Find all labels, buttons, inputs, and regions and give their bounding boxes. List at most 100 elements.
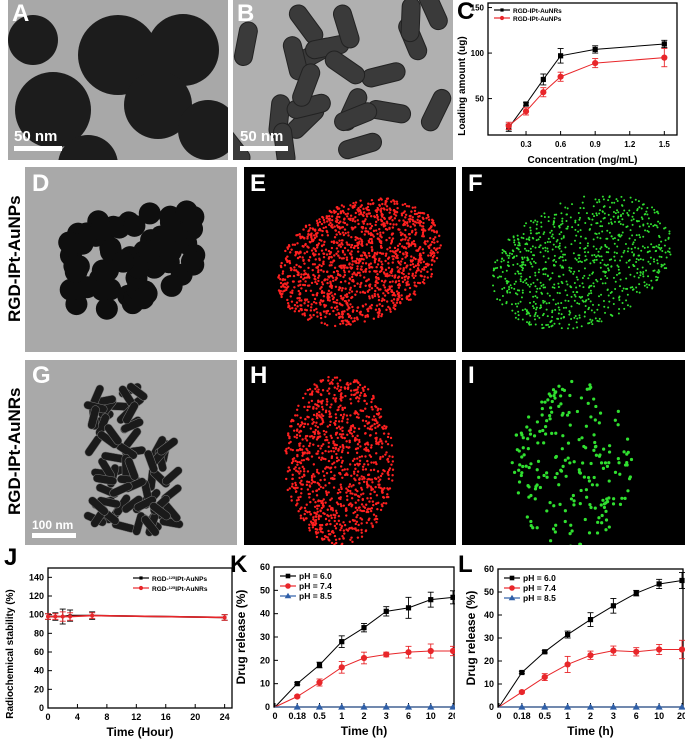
element-signal-dot <box>393 217 397 220</box>
element-signal-dot <box>355 261 358 265</box>
element-signal-dot <box>607 269 610 272</box>
element-signal-dot <box>603 212 606 215</box>
element-signal-dot <box>634 198 637 201</box>
data-point-circle <box>285 583 291 589</box>
element-signal-dot <box>287 432 290 435</box>
element-signal-dot <box>401 252 405 255</box>
element-signal-dot <box>632 241 635 244</box>
element-signal-dot <box>322 270 325 273</box>
y-tick-label: 60 <box>260 562 270 572</box>
element-signal-dot <box>534 323 537 326</box>
element-signal-dot <box>614 212 617 215</box>
element-signal-dot <box>528 312 531 315</box>
element-signal-dot <box>647 217 650 220</box>
element-signal-dot <box>621 302 624 305</box>
element-signal-dot <box>339 413 343 417</box>
element-signal-dot <box>644 229 647 232</box>
element-signal-dot <box>335 456 339 459</box>
element-signal-dot <box>622 287 625 290</box>
element-signal-dot <box>391 280 394 283</box>
element-signal-dot <box>334 229 338 232</box>
element-signal-dot <box>298 472 301 475</box>
element-signal-dot <box>360 528 363 532</box>
element-signal-dot <box>377 218 380 221</box>
element-signal-dot <box>558 257 561 260</box>
element-signal-dot <box>620 255 623 258</box>
panel-letter-e: E <box>250 170 267 197</box>
element-signal-dot <box>325 229 328 233</box>
element-signal-dot <box>330 306 333 309</box>
nanoparticle <box>132 287 155 310</box>
element-signal-dot <box>349 246 353 249</box>
element-signal-dot <box>372 513 376 516</box>
element-signal-dot <box>313 263 317 266</box>
element-map-f-green <box>462 167 685 352</box>
element-signal-dot <box>330 286 333 290</box>
element-signal-dot <box>593 311 596 314</box>
x-axis-label: Concentration (mg/mL) <box>528 155 638 165</box>
element-signal-dot <box>578 542 583 545</box>
element-signal-dot <box>511 253 514 256</box>
element-signal-dot <box>584 446 588 450</box>
element-signal-dot <box>372 229 376 233</box>
element-signal-dot <box>288 487 291 490</box>
y-tick-label: 60 <box>484 564 494 574</box>
data-point-triangle <box>655 703 663 710</box>
element-signal-dot <box>333 543 336 545</box>
element-signal-dot <box>572 272 575 275</box>
element-signal-dot <box>589 461 593 466</box>
element-signal-dot <box>328 382 332 385</box>
element-signal-dot <box>322 429 326 433</box>
element-signal-dot <box>337 425 341 428</box>
element-signal-dot <box>329 406 332 409</box>
element-signal-dot <box>541 428 545 433</box>
element-signal-dot <box>543 216 546 219</box>
element-signal-dot <box>367 232 371 235</box>
element-signal-dot <box>351 503 354 507</box>
element-signal-dot <box>363 394 366 398</box>
element-signal-dot <box>520 266 523 269</box>
element-signal-dot <box>386 248 389 251</box>
element-signal-dot <box>612 303 615 306</box>
element-signal-dot <box>397 279 401 283</box>
element-signal-dot <box>570 529 574 533</box>
element-signal-dot <box>496 266 499 269</box>
element-signal-dot <box>593 440 597 445</box>
element-signal-dot <box>597 320 600 323</box>
element-signal-dot <box>628 259 631 262</box>
element-signal-dot <box>285 477 288 481</box>
element-signal-dot <box>290 495 293 498</box>
element-signal-dot <box>343 221 347 225</box>
element-signal-dot <box>299 283 302 287</box>
element-signal-dot <box>540 400 544 404</box>
element-signal-dot <box>324 517 328 521</box>
element-signal-dot <box>316 222 319 225</box>
element-signal-dot <box>336 408 339 412</box>
element-signal-dot <box>326 514 329 517</box>
element-signal-dot <box>635 286 638 289</box>
element-signal-dot <box>311 490 315 493</box>
element-signal-dot <box>534 295 537 298</box>
element-signal-dot <box>598 232 601 235</box>
element-signal-dot <box>322 243 326 246</box>
element-signal-dot <box>578 302 581 305</box>
element-signal-dot <box>364 218 367 221</box>
element-signal-dot <box>590 483 595 487</box>
x-tick-label: 0 <box>272 711 277 721</box>
element-signal-dot <box>324 501 327 504</box>
element-signal-dot <box>329 498 332 502</box>
element-signal-dot <box>408 286 412 290</box>
element-signal-dot <box>332 300 336 304</box>
element-signal-dot <box>315 535 319 539</box>
element-signal-dot <box>601 466 606 470</box>
data-point-circle <box>427 647 434 655</box>
element-signal-dot <box>322 226 325 230</box>
element-signal-dot <box>292 274 296 278</box>
nanoparticle <box>147 14 219 86</box>
element-signal-dot <box>312 473 315 476</box>
element-signal-dot <box>591 218 594 221</box>
element-signal-dot <box>417 264 420 267</box>
element-signal-dot <box>288 274 292 278</box>
element-signal-dot <box>383 286 387 289</box>
element-signal-dot <box>529 283 532 286</box>
